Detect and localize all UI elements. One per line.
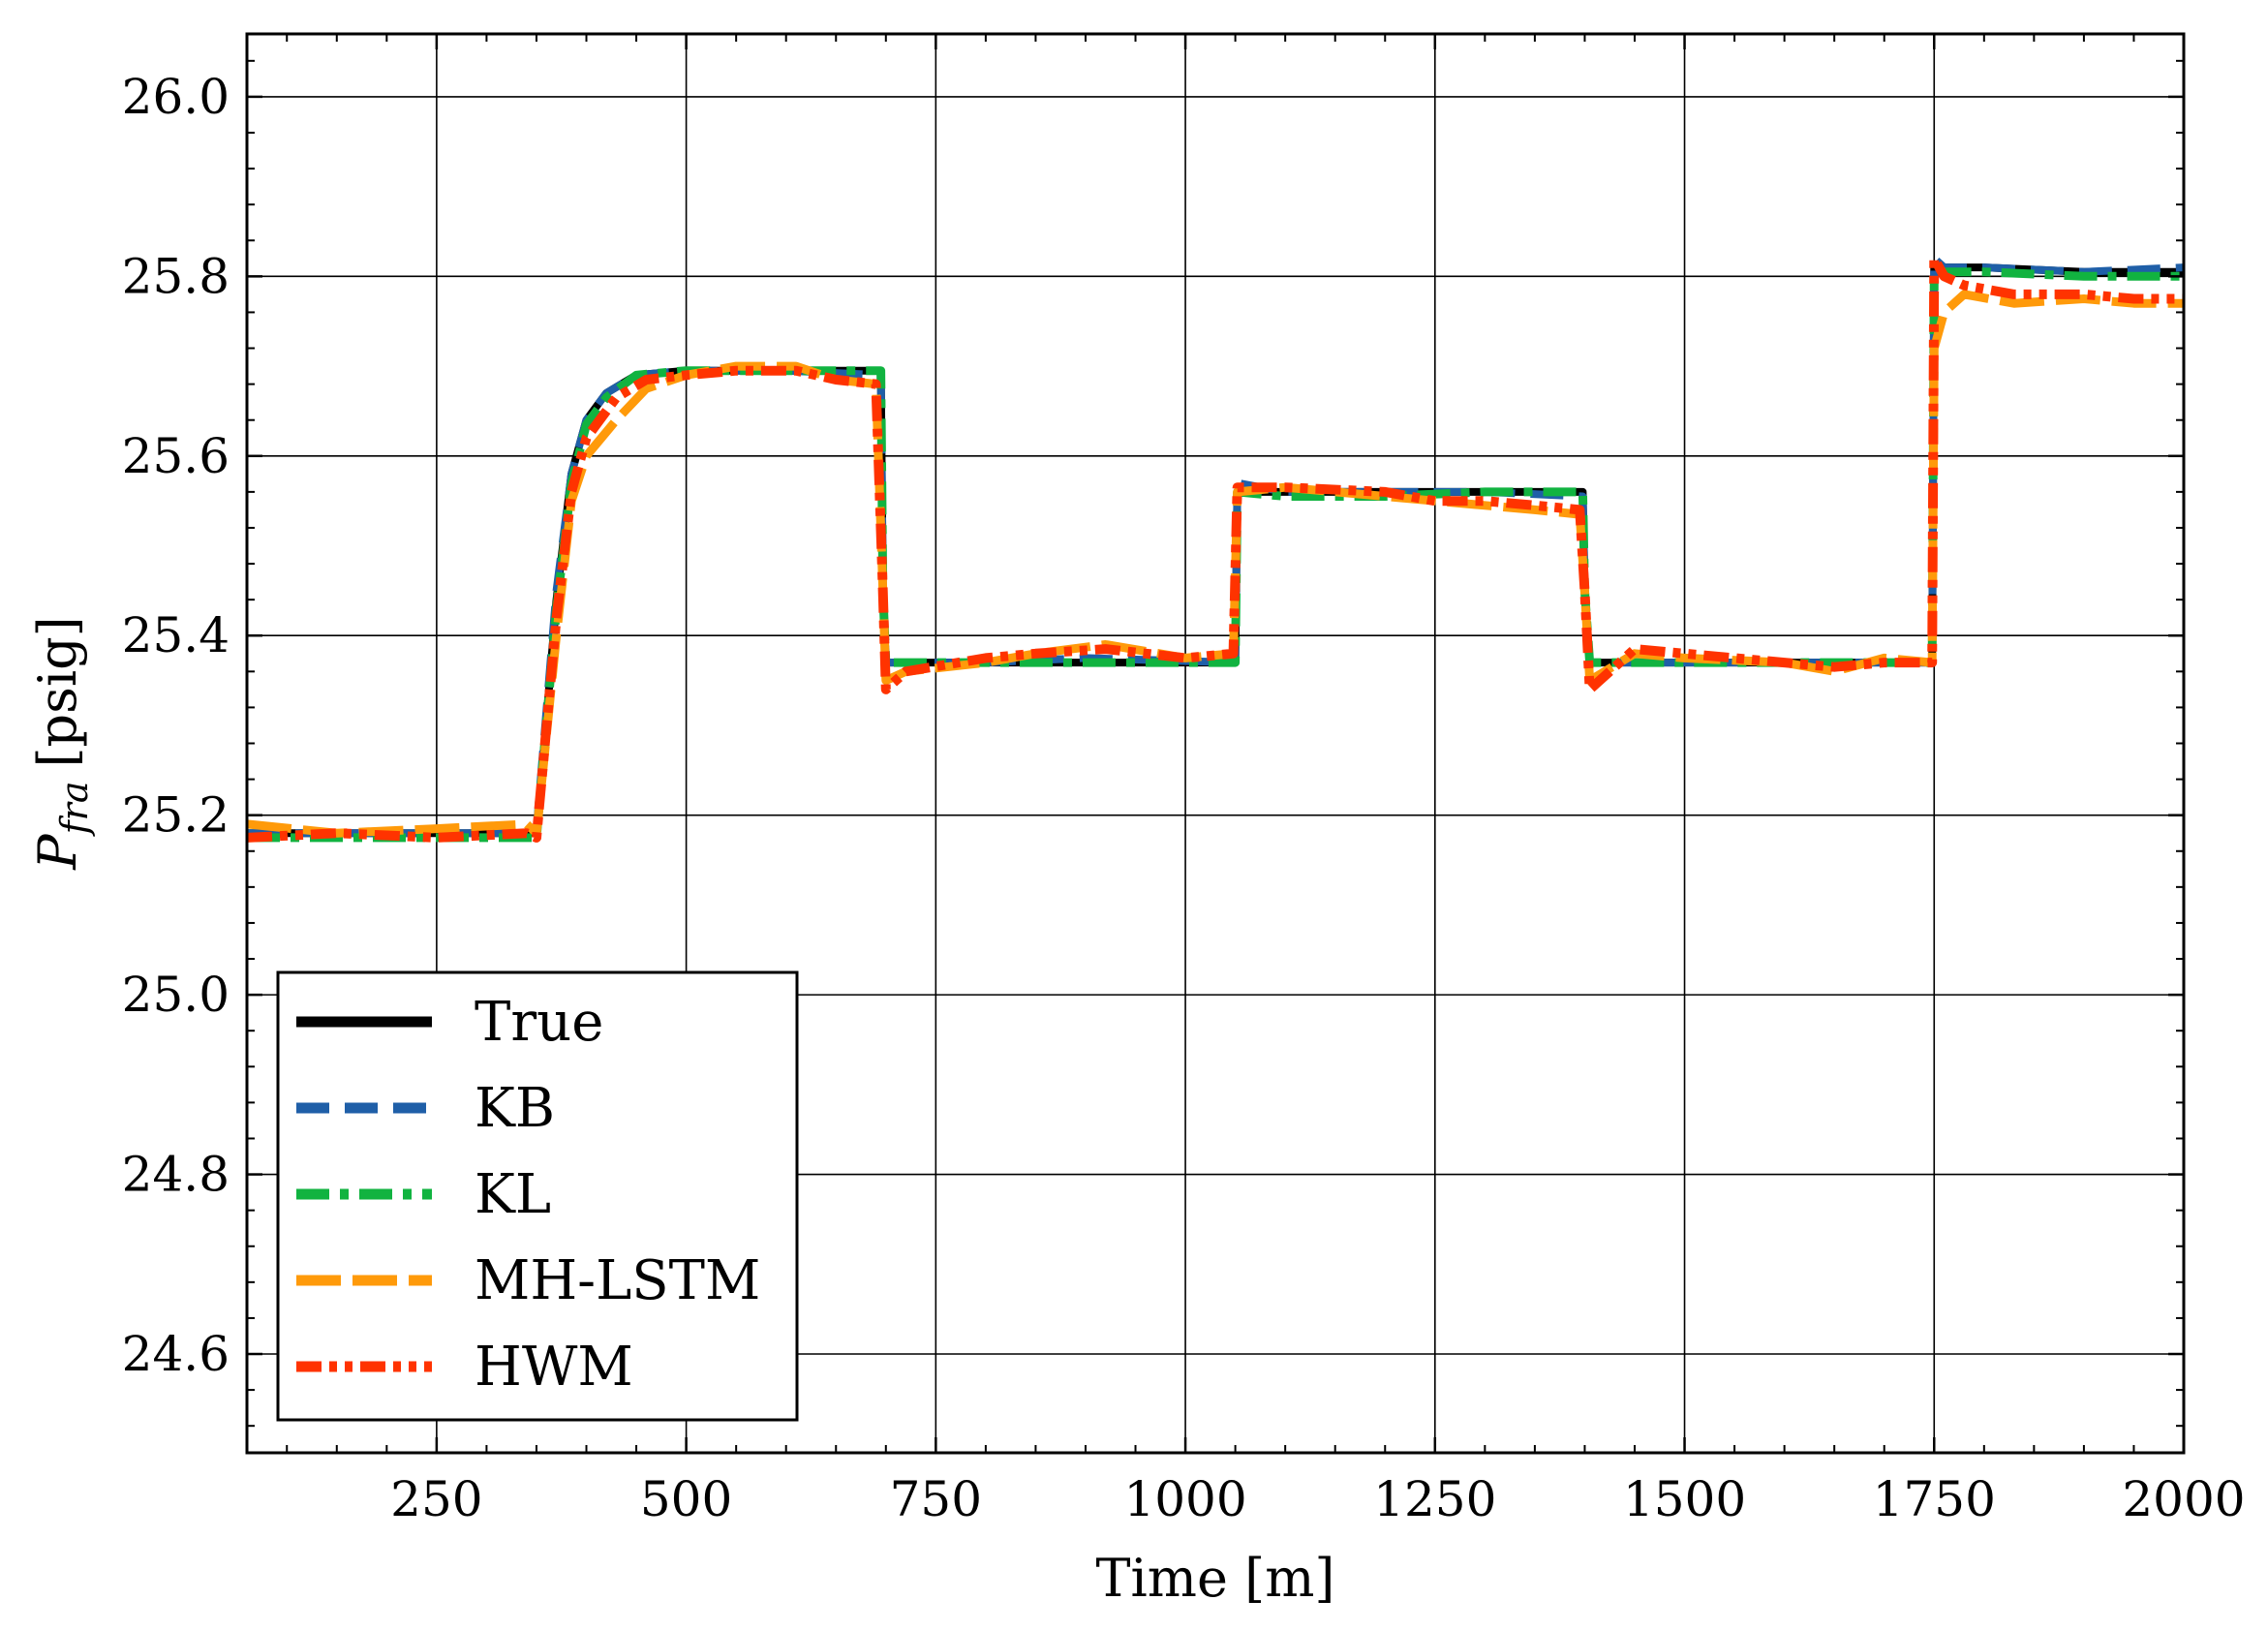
y-tick-label: 26.0 — [122, 69, 230, 125]
ticks — [247, 34, 2186, 1453]
y-tick-label: 24.8 — [122, 1147, 230, 1203]
y-tick-label: 25.0 — [122, 967, 230, 1023]
y-axis-label: Pfra [psig] — [27, 616, 96, 871]
legend-label-mh-lstm: MH-LSTM — [475, 1249, 760, 1312]
x-tick-label: 2000 — [2122, 1471, 2245, 1527]
x-tick-label: 500 — [640, 1471, 732, 1527]
y-tick-label: 25.8 — [122, 248, 230, 304]
legend-label-kl: KL — [475, 1163, 551, 1226]
x-tick-label: 1000 — [1123, 1471, 1246, 1527]
x-tick-label: 1250 — [1373, 1471, 1496, 1527]
legend-label-true: True — [475, 991, 603, 1054]
legend-label-hwm: HWM — [475, 1336, 633, 1399]
x-tick-label: 750 — [890, 1471, 982, 1527]
series-line-hwm — [247, 253, 2184, 843]
svg-text:Pfra[psig]: Pfra [psig] — [27, 616, 96, 871]
x-tick-label: 250 — [390, 1471, 482, 1527]
tick-labels: 250 500 750 1000 1250 1500 1750 2000 24.6 24.8 25.… — [122, 69, 2246, 1527]
y-tick-label: 25.6 — [122, 428, 230, 484]
series-layer — [247, 253, 2184, 843]
x-tick-label: 1750 — [1873, 1471, 1996, 1527]
y-tick-label: 25.4 — [122, 607, 230, 663]
y-axis-label-main: P — [27, 833, 88, 871]
y-tick-label: 25.2 — [122, 787, 230, 844]
x-axis-label: Time [m] — [1096, 1548, 1335, 1609]
legend-label-kb: KB — [475, 1077, 555, 1140]
legend: True KB KL MH-LSTM HWM — [276, 970, 799, 1422]
x-tick-label: 1500 — [1623, 1471, 1746, 1527]
y-axis-label-unit: [psig] — [27, 616, 88, 767]
y-tick-label: 24.6 — [122, 1326, 230, 1382]
y-axis-label-sub: fra — [53, 782, 96, 838]
